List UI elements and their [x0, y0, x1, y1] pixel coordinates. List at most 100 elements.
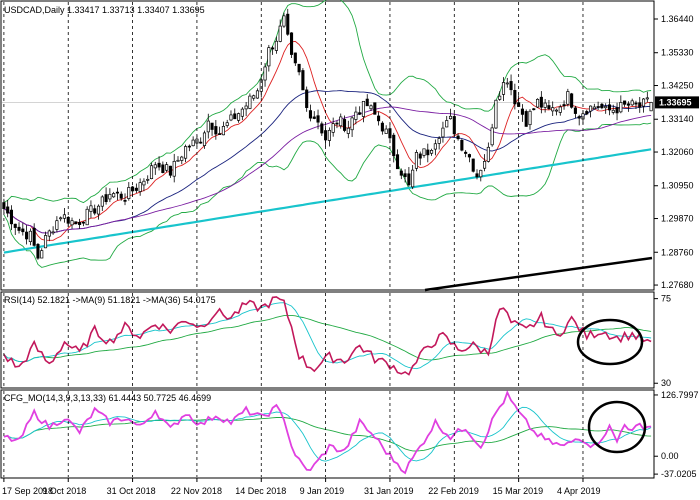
bollinger-bands	[3, 0, 652, 268]
y-tick-label: 1.35330	[661, 48, 694, 58]
candle-body	[214, 126, 218, 135]
candle	[377, 111, 381, 126]
rsi-y-axis: 75 30	[654, 294, 671, 388]
candle	[475, 169, 479, 180]
candle-body	[358, 112, 362, 115]
candle-body	[596, 106, 600, 108]
candle-body	[74, 221, 78, 225]
candle	[252, 94, 256, 101]
candle	[157, 156, 161, 171]
candle-body	[134, 187, 138, 191]
candle	[13, 223, 17, 235]
x-tick-label: 22 Nov 2018	[171, 486, 222, 496]
candle-body	[604, 106, 608, 109]
candle-body	[607, 104, 612, 111]
candle-body	[108, 193, 112, 200]
candle-body	[6, 206, 10, 214]
candle-body	[263, 66, 267, 81]
oscillator-title: CFG_MO(14,3,9,3,13,33) 61.4443 50.7725 4…	[4, 393, 211, 403]
candle	[274, 36, 278, 54]
candle-body	[498, 95, 502, 100]
candle	[365, 94, 369, 107]
candle	[218, 126, 222, 135]
candle	[585, 109, 589, 116]
x-tick-label: 9 Jan 2019	[300, 486, 345, 496]
candle-body	[346, 127, 350, 134]
candle	[248, 93, 252, 110]
candle	[214, 120, 218, 140]
candle	[411, 165, 415, 190]
candle-body	[172, 160, 176, 177]
candle-body	[592, 106, 596, 110]
rsi-ma36-line	[3, 314, 652, 363]
rsi-line	[3, 296, 652, 376]
candle-body	[115, 191, 119, 194]
candle-body	[316, 115, 320, 123]
candle	[573, 105, 577, 119]
candle	[55, 216, 59, 233]
candle	[467, 153, 471, 163]
candle	[346, 120, 350, 139]
candle-body	[430, 150, 434, 154]
candle	[645, 91, 649, 103]
candle	[168, 165, 172, 178]
candle-body	[437, 138, 441, 144]
candle-body	[536, 98, 540, 108]
candle-body	[59, 217, 63, 220]
candle-body	[255, 90, 260, 99]
candle-body	[259, 79, 263, 92]
ma-long-line	[3, 148, 652, 254]
candle	[554, 108, 559, 116]
candle-body	[123, 199, 127, 202]
candle	[146, 175, 150, 184]
current-price-bg	[655, 96, 699, 109]
candle	[78, 218, 82, 229]
candle	[562, 100, 566, 110]
candle-body	[176, 159, 180, 162]
candle	[520, 104, 524, 122]
candle	[630, 98, 634, 107]
candle-body	[528, 110, 532, 126]
rsi-highlight-circle	[576, 318, 644, 366]
rsi-ma9-line	[3, 302, 652, 370]
candle	[498, 91, 502, 101]
candle	[437, 136, 441, 150]
rsi-panel-frame	[0, 291, 655, 389]
candle	[176, 156, 180, 162]
candle	[271, 45, 275, 55]
candle-body	[505, 82, 509, 85]
candle	[59, 216, 63, 222]
candle-body	[365, 98, 369, 107]
candle	[36, 243, 40, 260]
y-tick-label: 1.30950	[661, 181, 694, 191]
y-tick-label: 1.34250	[661, 81, 694, 91]
candle-body	[448, 115, 453, 120]
candle	[161, 161, 165, 174]
candle-body	[55, 220, 59, 230]
rsi-title: RSI(14) 52.1821 ->MA(9) 51.1821 ->MA(36)…	[4, 295, 216, 305]
candle-body	[85, 208, 89, 226]
candle	[592, 103, 596, 110]
candle-body	[119, 193, 123, 199]
candle-body	[93, 208, 97, 214]
candle-body	[96, 205, 101, 215]
candle-body	[112, 193, 116, 198]
candle	[331, 117, 335, 137]
candle-body	[78, 222, 82, 225]
candle	[414, 149, 418, 172]
candle-body	[153, 164, 157, 169]
candle	[21, 223, 25, 236]
candle	[199, 137, 203, 144]
moving-averages	[3, 40, 652, 254]
candle-body	[138, 182, 142, 192]
candle	[566, 88, 570, 107]
candle	[501, 77, 506, 102]
candle-body	[634, 102, 638, 105]
candle	[641, 97, 646, 113]
candle-body	[566, 91, 570, 105]
candle-body	[573, 107, 577, 114]
candle	[81, 221, 85, 227]
candle-body	[289, 32, 294, 55]
candle	[210, 122, 214, 136]
candle-body	[471, 158, 475, 172]
